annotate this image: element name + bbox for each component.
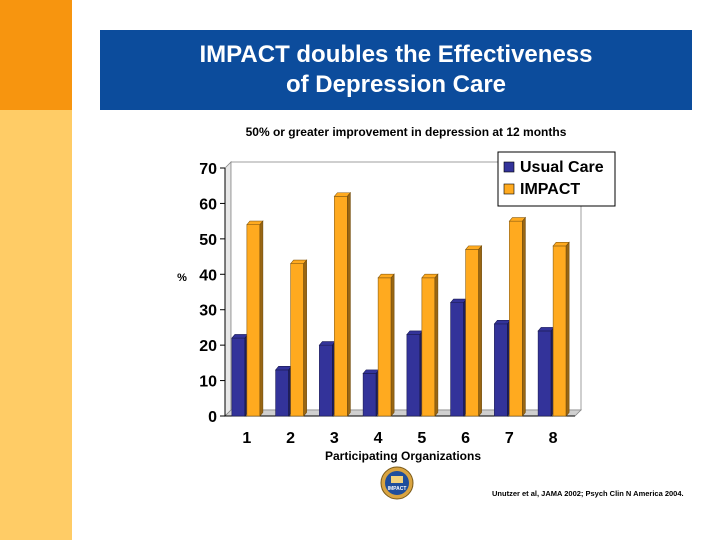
x-tick-label: 2 bbox=[286, 430, 295, 447]
bar-side-impact-org3 bbox=[347, 191, 351, 417]
y-tick-label: 20 bbox=[199, 338, 217, 355]
bar-side-impact-org7 bbox=[522, 216, 526, 417]
y-tick-label: 40 bbox=[199, 267, 217, 284]
chart-side-wall bbox=[224, 161, 232, 417]
bar-impact-org3 bbox=[334, 196, 348, 417]
y-tick-label: 50 bbox=[199, 232, 217, 249]
legend-box bbox=[497, 151, 616, 207]
x-tick-label: 6 bbox=[461, 430, 470, 447]
bar-usual-care-org6 bbox=[450, 302, 464, 417]
legend-label-impact: IMPACT bbox=[520, 181, 580, 198]
bar-side-impact-org6 bbox=[478, 245, 482, 417]
x-tick-label: 4 bbox=[374, 430, 383, 447]
y-tick-label: 0 bbox=[208, 409, 217, 426]
bar-usual-care-org7 bbox=[494, 323, 508, 417]
bar-impact-org7 bbox=[509, 220, 523, 417]
bar-side-impact-org4 bbox=[390, 273, 395, 417]
bar-side-impact-org8 bbox=[565, 241, 570, 417]
bar-side-impact-org1 bbox=[259, 220, 264, 417]
bar-impact-org8 bbox=[552, 245, 567, 417]
y-tick-label: 10 bbox=[199, 374, 217, 391]
footnote: Unutzer et al, JAMA 2002; Psych Clin N A… bbox=[492, 489, 684, 498]
bar-impact-org5 bbox=[421, 277, 436, 417]
title-banner: IMPACT doubles the Effectiveness of Depr… bbox=[100, 30, 692, 110]
x-tick-label: 7 bbox=[505, 430, 514, 447]
x-tick-label: 3 bbox=[330, 430, 339, 447]
bar-usual-care-org3 bbox=[319, 344, 333, 417]
slide-title-line1: IMPACT doubles the Effectiveness bbox=[199, 41, 593, 68]
bar-impact-org2 bbox=[290, 263, 304, 417]
bar-usual-care-org8 bbox=[537, 330, 552, 417]
x-axis-label: Participating Organizations bbox=[325, 449, 481, 463]
x-tick-label: 8 bbox=[549, 430, 558, 447]
impact-logo: IMPACT bbox=[380, 466, 414, 500]
slide-title-line2: of Depression Care bbox=[285, 71, 507, 98]
x-tick-label: 5 bbox=[417, 430, 426, 447]
legend-label-usual-care: Usual Care bbox=[520, 159, 604, 176]
legend-swatch-impact bbox=[503, 183, 515, 195]
legend-swatch-usual-care bbox=[503, 161, 515, 173]
bar-impact-org6 bbox=[465, 249, 479, 417]
chart-title: 50% or greater improvement in depression… bbox=[246, 125, 567, 139]
bar-impact-org4 bbox=[377, 277, 392, 417]
bar-usual-care-org2 bbox=[275, 369, 289, 417]
bar-impact-org1 bbox=[246, 224, 261, 417]
bar-usual-care-org5 bbox=[406, 334, 421, 417]
y-tick-label: 60 bbox=[199, 196, 217, 213]
y-axis-label: % bbox=[177, 272, 187, 284]
logo-text: IMPACT bbox=[388, 486, 407, 492]
x-tick-label: 1 bbox=[242, 430, 251, 447]
y-tick-label: 30 bbox=[199, 303, 217, 320]
y-tick-label: 70 bbox=[199, 161, 217, 178]
bar-usual-care-org1 bbox=[231, 337, 246, 417]
bar-side-impact-org2 bbox=[303, 259, 307, 417]
side-accent-bottom bbox=[0, 110, 72, 540]
bar-usual-care-org4 bbox=[362, 373, 377, 417]
bar-side-impact-org5 bbox=[434, 273, 439, 417]
side-accent-top bbox=[0, 0, 72, 110]
